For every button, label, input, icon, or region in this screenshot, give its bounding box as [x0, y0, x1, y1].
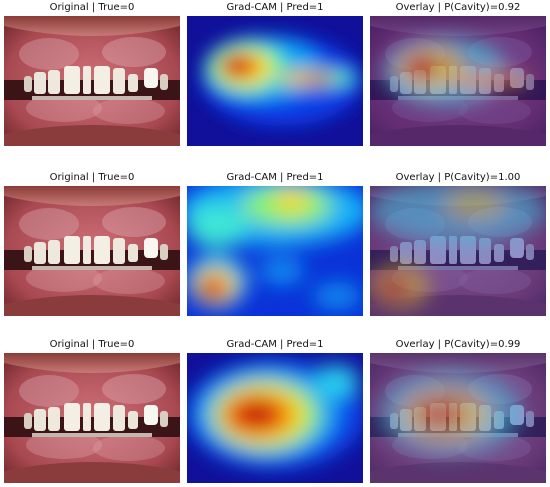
- row3-gradcam-heatmap: [187, 353, 363, 483]
- row1-gradcam-title: Grad-CAM | Pred=1: [226, 2, 324, 13]
- row1-gradcam-heatmap: [187, 16, 363, 146]
- row2-original-image: [4, 186, 180, 316]
- row2-overlay-image: [370, 186, 546, 316]
- row2-original-title: Original | True=0: [49, 172, 135, 183]
- row3-overlay-image: [370, 353, 546, 483]
- row1-original-title: Original | True=0: [49, 2, 135, 13]
- row1-overlay-image: [370, 16, 546, 146]
- row2-overlay-title: Overlay | P(Cavity)=1.00: [395, 172, 521, 183]
- row1-overlay-title: Overlay | P(Cavity)=0.92: [395, 2, 521, 13]
- row2-gradcam-title: Grad-CAM | Pred=1: [226, 172, 324, 183]
- row2-gradcam-heatmap: [187, 186, 363, 316]
- row3-gradcam-title: Grad-CAM | Pred=1: [226, 339, 324, 350]
- row3-original-title: Original | True=0: [49, 339, 135, 350]
- row1-original-image: [4, 16, 180, 146]
- row3-original-image: [4, 353, 180, 483]
- row3-overlay-title: Overlay | P(Cavity)=0.99: [395, 339, 521, 350]
